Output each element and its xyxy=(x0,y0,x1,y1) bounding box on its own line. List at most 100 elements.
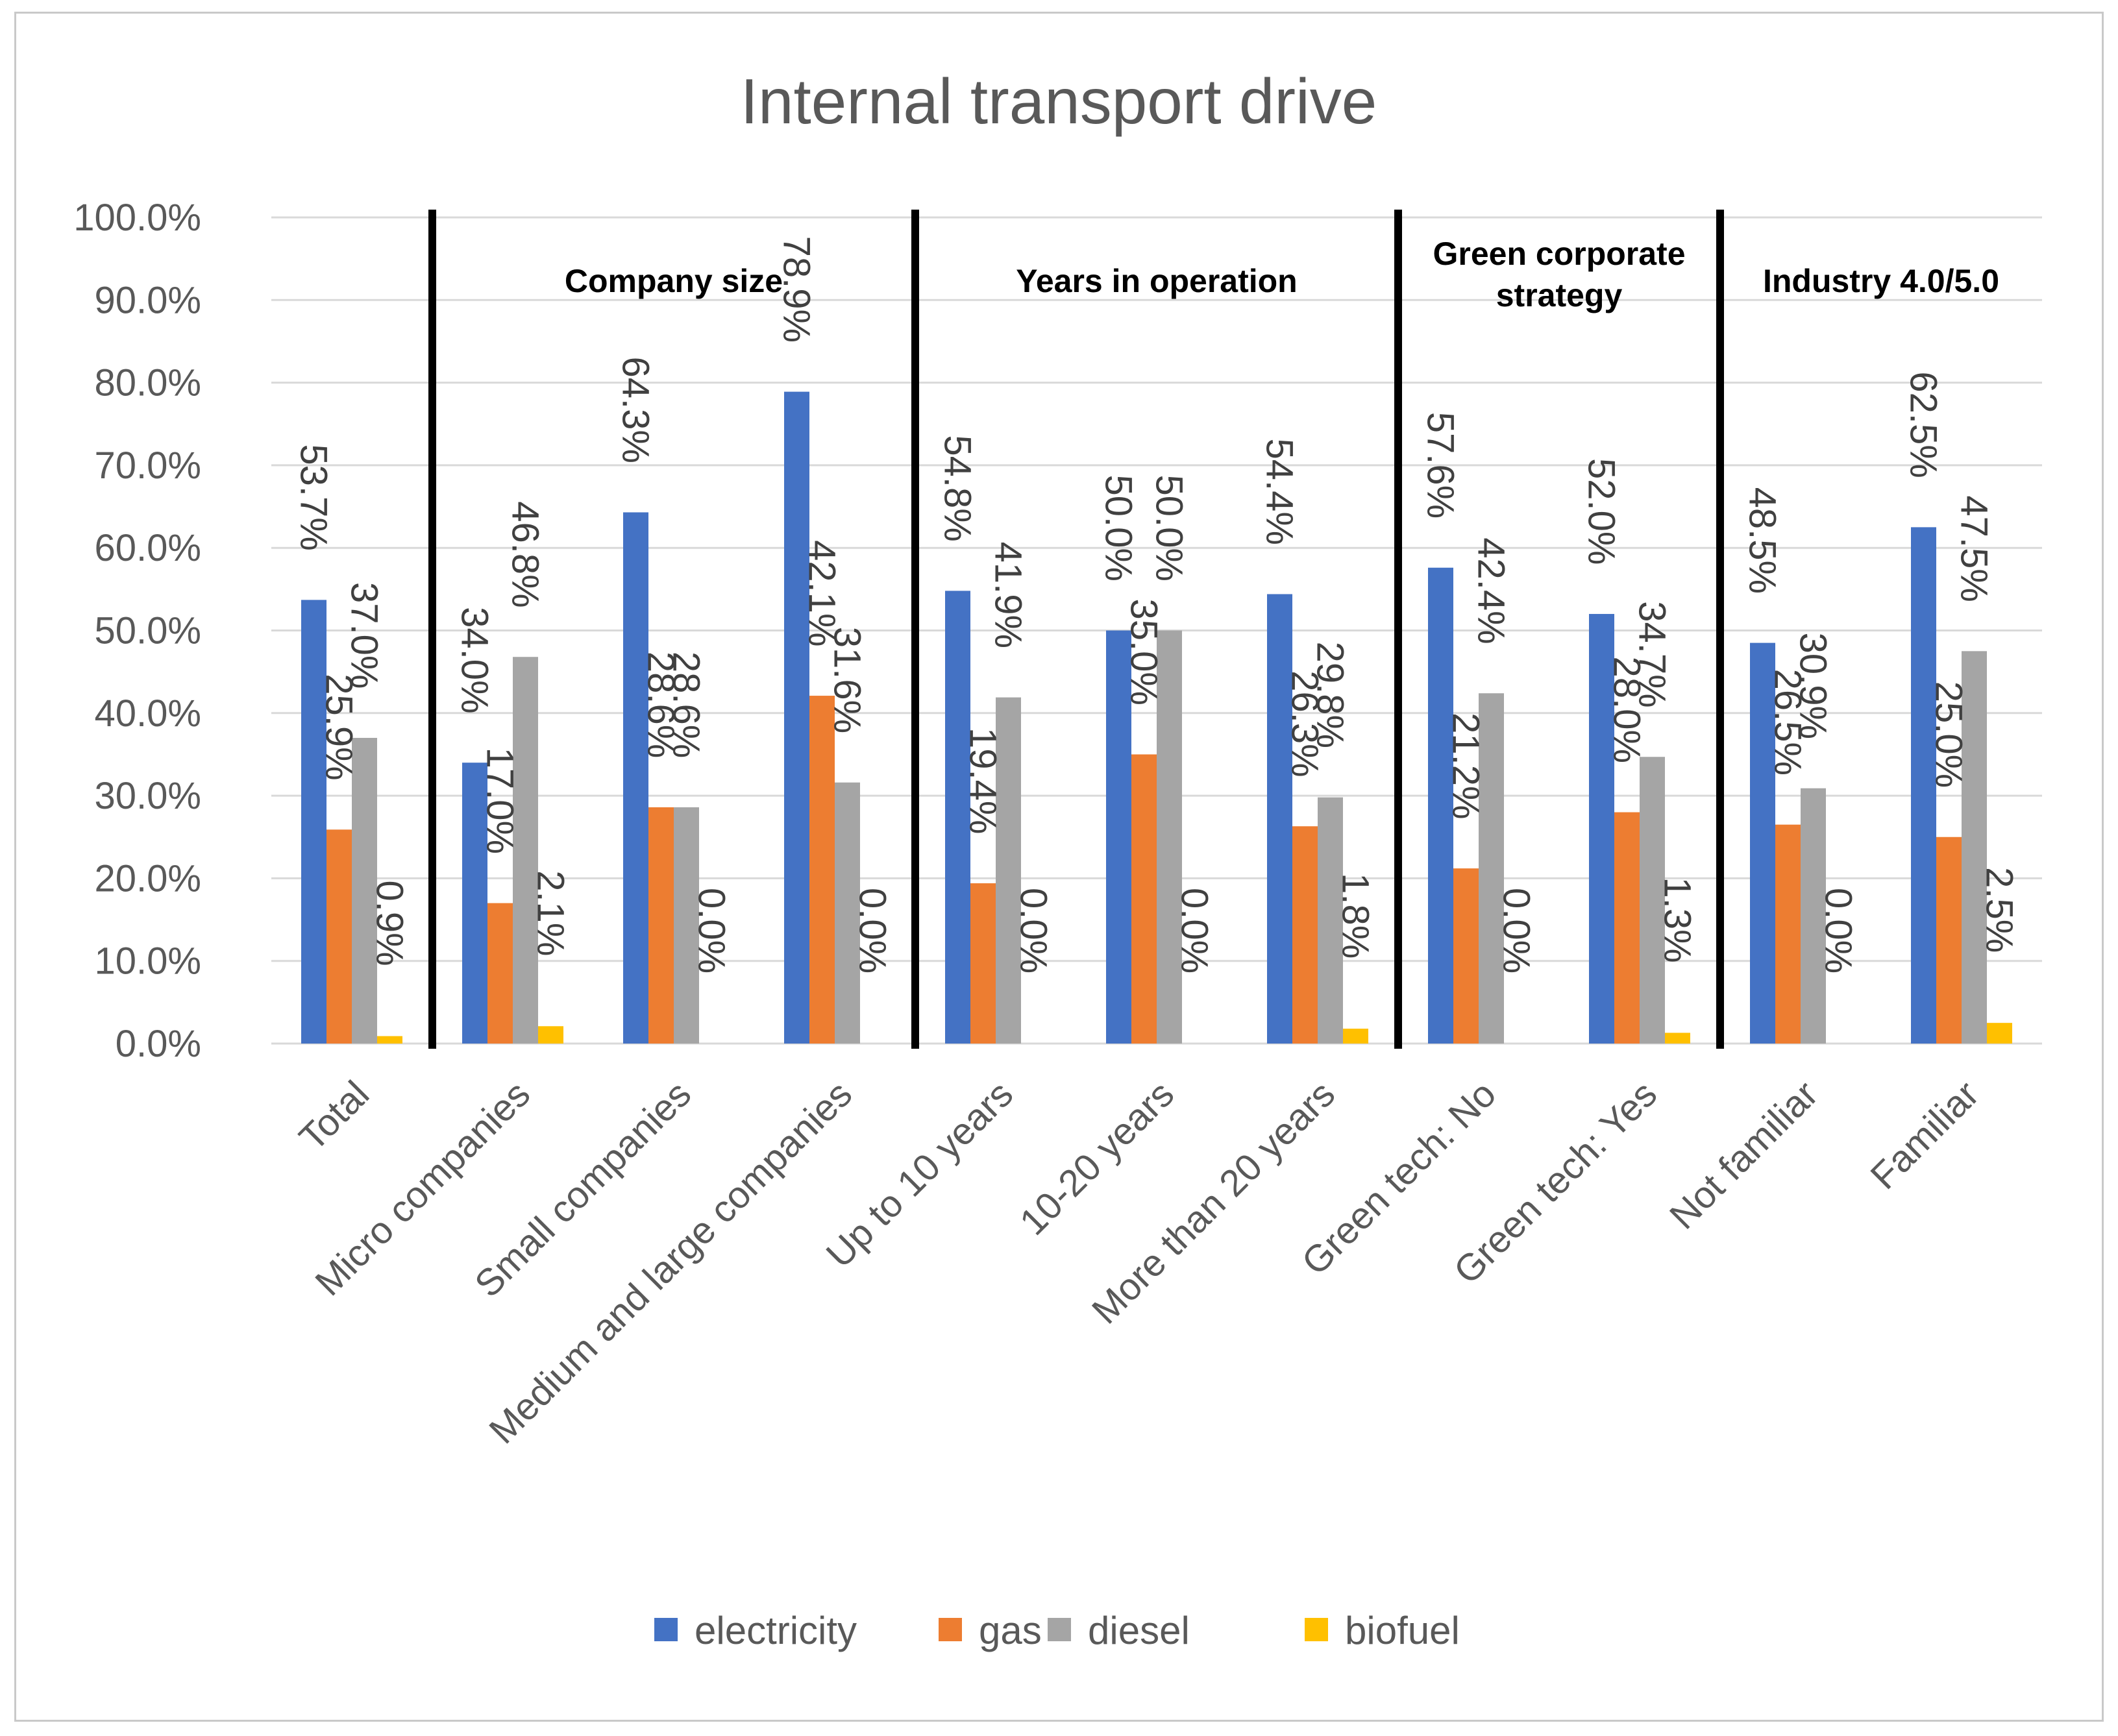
y-tick-label: 0.0% xyxy=(116,1023,201,1065)
gridlines xyxy=(271,216,2042,1045)
bar-diesel xyxy=(996,697,1021,1044)
bar-gas xyxy=(1292,826,1318,1044)
legend-label-diesel: diesel xyxy=(1088,1609,1190,1652)
data-label-diesel: 31.6% xyxy=(826,627,868,733)
data-label-diesel: 37.0% xyxy=(343,582,386,689)
y-tick-label: 80.0% xyxy=(95,362,201,404)
data-label-biofuel: 2.1% xyxy=(530,870,572,956)
bar-electricity xyxy=(1911,527,1936,1044)
data-label-gas: 21.2% xyxy=(1445,713,1487,819)
y-tick-label: 90.0% xyxy=(95,279,201,321)
group-labels: Company size Years in operation Green corp… xyxy=(565,236,1999,313)
data-label-electricity: 53.7% xyxy=(293,444,335,550)
bar-biofuel xyxy=(377,1036,402,1044)
data-label-gas: 28.0% xyxy=(1606,657,1648,763)
data-label-electricity: 54.4% xyxy=(1259,438,1301,544)
bar-diesel xyxy=(1962,651,1987,1044)
bar-gas xyxy=(487,903,513,1044)
bar-gas xyxy=(1936,837,1962,1044)
data-label-electricity: 64.3% xyxy=(615,356,657,463)
legend-label-biofuel: biofuel xyxy=(1345,1609,1460,1652)
y-tick-label: 100.0% xyxy=(73,197,201,239)
data-label-biofuel: 0.0% xyxy=(1496,888,1538,973)
legend-swatch-biofuel xyxy=(1305,1618,1328,1641)
category-label: Not familiar xyxy=(1662,1073,1826,1237)
group-separators xyxy=(428,210,1724,1049)
group-label: Green corporate xyxy=(1433,236,1685,272)
data-label-biofuel: 0.0% xyxy=(852,888,894,973)
legend-swatch-gas xyxy=(939,1618,962,1641)
data-label-electricity: 48.5% xyxy=(1742,487,1784,594)
data-label-gas: 28.6% xyxy=(640,652,682,758)
bar-electricity xyxy=(1750,642,1775,1044)
data-label-diesel: 50.0% xyxy=(1148,475,1190,581)
y-tick-label: 20.0% xyxy=(95,857,201,899)
bar-electricity xyxy=(945,591,970,1044)
group-label: strategy xyxy=(1496,277,1623,313)
data-label-electricity: 54.8% xyxy=(937,435,979,541)
bar-diesel xyxy=(513,657,538,1044)
bar-gas xyxy=(326,829,352,1044)
legend: electricity gas diesel biofuel xyxy=(654,1609,1460,1652)
bar-electricity xyxy=(784,391,809,1044)
data-label-diesel: 28.6% xyxy=(665,652,708,758)
bar-diesel xyxy=(1157,630,1182,1044)
data-label-gas: 26.3% xyxy=(1284,670,1326,777)
legend-swatch-electricity xyxy=(654,1618,678,1641)
group-label: Industry 4.0/5.0 xyxy=(1763,263,1999,299)
bar-diesel xyxy=(674,807,699,1044)
bar-gas xyxy=(1614,812,1640,1044)
bar-electricity xyxy=(1267,594,1292,1044)
bar-gas xyxy=(1775,824,1801,1044)
bar-gas xyxy=(1453,868,1479,1044)
data-label-electricity: 34.0% xyxy=(454,607,496,713)
y-tick-label: 70.0% xyxy=(95,445,201,487)
y-tick-label: 30.0% xyxy=(95,775,201,817)
bar-diesel xyxy=(1318,797,1343,1044)
data-label-electricity: 50.0% xyxy=(1098,475,1140,581)
category-label: Total xyxy=(291,1073,378,1159)
data-label-biofuel: 0.9% xyxy=(369,881,411,966)
bar-diesel xyxy=(1640,757,1665,1044)
bar-electricity xyxy=(1589,614,1614,1044)
category-label: 10-20 years xyxy=(1012,1073,1183,1243)
data-label-diesel: 41.9% xyxy=(987,542,1029,648)
data-label-gas: 25.0% xyxy=(1928,681,1970,788)
data-label-gas: 26.5% xyxy=(1767,669,1809,776)
bar-biofuel xyxy=(1343,1029,1368,1044)
y-axis-ticks: 0.0% 10.0% 20.0% 30.0% 40.0% 50.0% 60.0% 70.0% 8… xyxy=(73,197,201,1065)
data-label-biofuel: 1.8% xyxy=(1335,873,1377,959)
data-label-electricity: 78.9% xyxy=(776,236,818,343)
legend-swatch-diesel xyxy=(1048,1618,1071,1641)
bar-diesel xyxy=(352,737,377,1044)
y-tick-label: 60.0% xyxy=(95,527,201,569)
bar-gas xyxy=(809,696,835,1044)
data-label-gas: 42.1% xyxy=(801,540,843,646)
data-label-electricity: 62.5% xyxy=(1903,371,1945,478)
data-label-diesel: 34.7% xyxy=(1631,601,1673,707)
bar-gas xyxy=(648,807,674,1044)
bar-electricity xyxy=(301,600,326,1044)
bar-electricity xyxy=(1428,567,1453,1044)
y-tick-label: 50.0% xyxy=(95,610,201,652)
y-tick-label: 10.0% xyxy=(95,940,201,983)
data-label-gas: 35.0% xyxy=(1123,598,1165,705)
legend-label-gas: gas xyxy=(979,1609,1042,1652)
data-label-diesel: 29.8% xyxy=(1309,642,1351,748)
bar-diesel xyxy=(1479,693,1504,1044)
data-label-biofuel: 0.0% xyxy=(1817,888,1860,973)
data-labels: 53.7% 34.0% 64.3% 78.9% 54.8% 50.0% 54.4% 57.6%… xyxy=(293,236,2021,974)
data-label-diesel: 46.8% xyxy=(504,501,547,607)
bar-gas xyxy=(1131,754,1157,1044)
group-label: Company size xyxy=(565,263,783,299)
bar-electricity xyxy=(623,512,648,1044)
legend-label-electricity: electricity xyxy=(695,1609,857,1652)
data-label-electricity: 57.6% xyxy=(1420,412,1462,519)
data-label-diesel: 42.4% xyxy=(1470,537,1512,644)
data-label-electricity: 52.0% xyxy=(1581,458,1623,565)
data-label-biofuel: 0.0% xyxy=(1174,888,1216,973)
bar-gas xyxy=(970,883,996,1044)
data-label-biofuel: 2.5% xyxy=(1978,867,2021,953)
